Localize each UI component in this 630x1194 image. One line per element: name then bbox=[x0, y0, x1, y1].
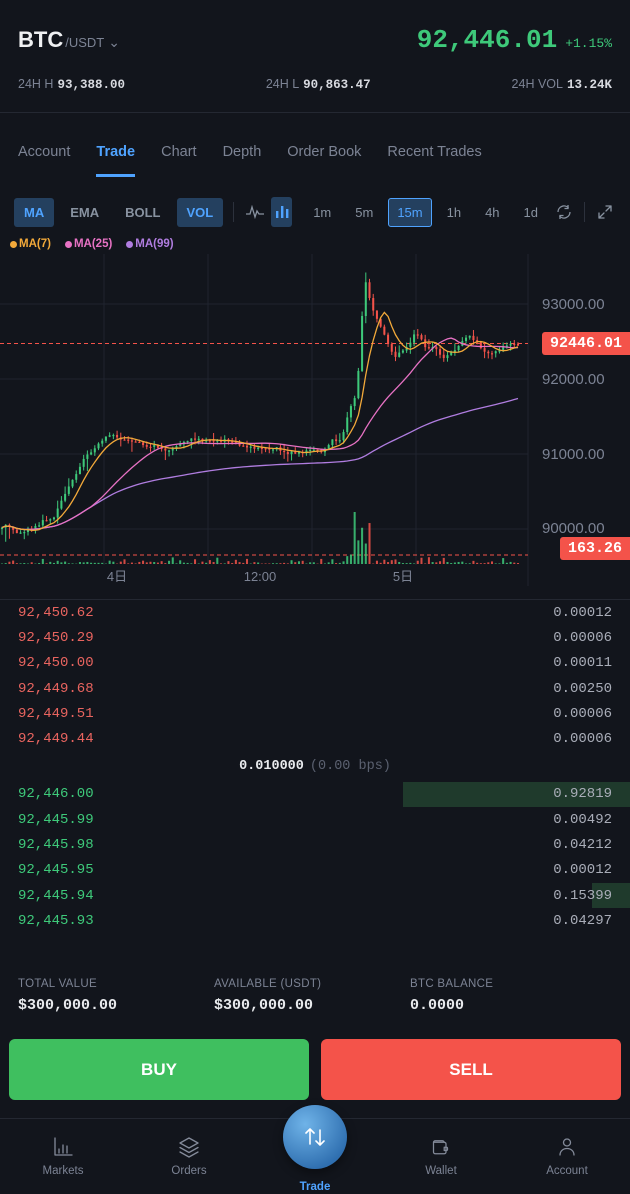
svg-text:4日: 4日 bbox=[107, 569, 127, 584]
svg-text:91000.00: 91000.00 bbox=[542, 446, 605, 463]
svg-text:92000.00: 92000.00 bbox=[542, 371, 605, 388]
svg-text:90000.00: 90000.00 bbox=[542, 520, 605, 537]
svg-text:5日: 5日 bbox=[393, 569, 413, 584]
svg-text:93000.00: 93000.00 bbox=[542, 296, 605, 313]
svg-text:12:00: 12:00 bbox=[244, 569, 277, 584]
